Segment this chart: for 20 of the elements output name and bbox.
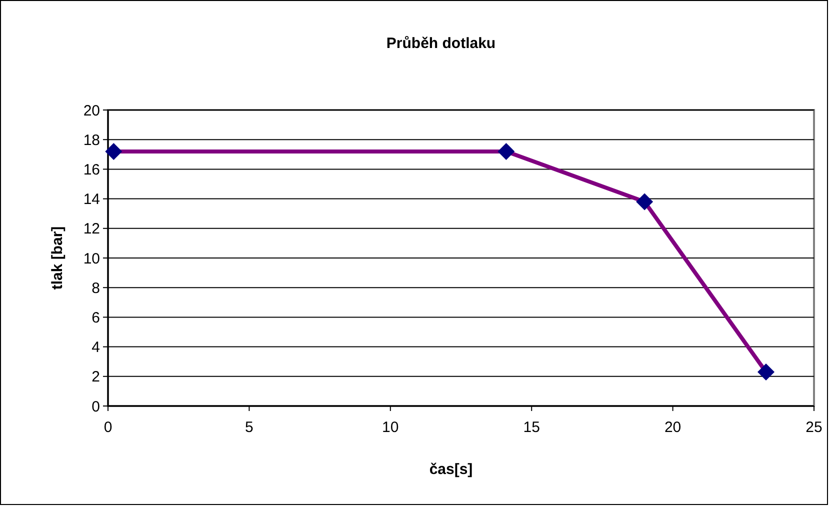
x-tick-label: 10 <box>382 419 399 436</box>
y-tick-label: 4 <box>92 339 100 356</box>
y-tick-label: 2 <box>92 368 100 386</box>
y-tick-label: 10 <box>83 250 100 268</box>
y-tick-label: 16 <box>83 161 100 178</box>
y-axis-title: tlak [bar] <box>49 226 66 290</box>
y-tick-label: 20 <box>83 102 100 120</box>
x-tick-label: 15 <box>523 419 540 436</box>
y-tick-label: 18 <box>83 132 100 149</box>
y-tick-label: 8 <box>92 280 100 297</box>
chart-title: Průběh dotlaku <box>386 35 496 52</box>
x-tick-label: 25 <box>806 419 822 436</box>
y-tick-label: 12 <box>83 220 100 238</box>
y-tick-label: 0 <box>92 398 100 416</box>
x-tick-label: 20 <box>664 419 682 436</box>
x-tick-label: 0 <box>104 419 112 436</box>
x-tick-label: 5 <box>245 419 254 436</box>
y-tick-label: 14 <box>83 191 100 208</box>
y-tick-label: 6 <box>92 309 100 326</box>
x-axis-title: čas[s] <box>429 461 473 478</box>
